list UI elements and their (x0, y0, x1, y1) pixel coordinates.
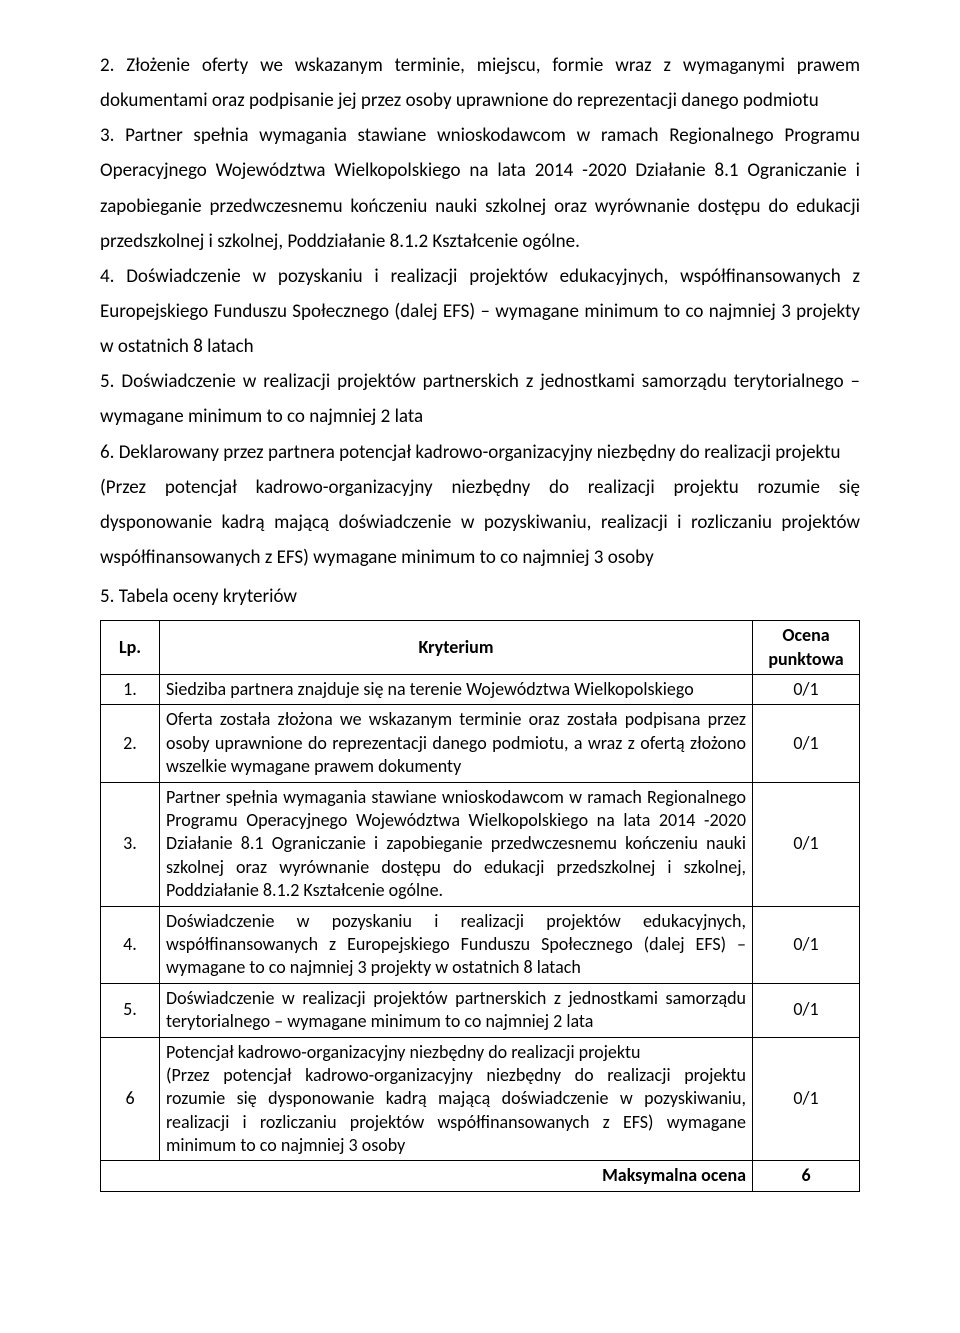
table-header-row: Lp. Kryterium Ocena punktowa (101, 621, 860, 675)
table-row: 4. Doświadczenie w pozyskaniu i realizac… (101, 906, 860, 983)
max-label: Maksymalna ocena (101, 1161, 753, 1191)
body-paragraphs: 2. Złożenie oferty we wskazanym terminie… (100, 48, 860, 575)
paragraph-2: 2. Złożenie oferty we wskazanym terminie… (100, 48, 860, 118)
cell-score: 0/1 (753, 983, 860, 1037)
paragraph-4: 4. Doświadczenie w pozyskaniu i realizac… (100, 259, 860, 364)
cell-score: 0/1 (753, 906, 860, 983)
cell-kryterium: Partner spełnia wymagania stawiane wnios… (160, 782, 753, 906)
header-lp: Lp. (101, 621, 160, 675)
cell-score: 0/1 (753, 782, 860, 906)
header-kryterium: Kryterium (160, 621, 753, 675)
document-page: 2. Złożenie oferty we wskazanym terminie… (0, 0, 960, 1333)
cell-lp: 5. (101, 983, 160, 1037)
table-row: 2. Oferta została złożona we wskazanym t… (101, 705, 860, 782)
table-row: 1. Siedziba partnera znajduje się na ter… (101, 675, 860, 705)
table-heading: 5. Tabela oceny kryteriów (100, 579, 860, 614)
cell-lp: 4. (101, 906, 160, 983)
table-row: 3. Partner spełnia wymagania stawiane wn… (101, 782, 860, 906)
table-row: 5. Doświadczenie w realizacji projektów … (101, 983, 860, 1037)
cell-lp: 6 (101, 1037, 160, 1161)
cell-kryterium: Doświadczenie w realizacji projektów par… (160, 983, 753, 1037)
criteria-table: Lp. Kryterium Ocena punktowa 1. Siedziba… (100, 620, 860, 1192)
table-row: 6 Potencjał kadrowo-organizacyjny niezbę… (101, 1037, 860, 1161)
cell-lp: 3. (101, 782, 160, 906)
header-ocena: Ocena punktowa (753, 621, 860, 675)
cell-score: 0/1 (753, 675, 860, 705)
cell-lp: 2. (101, 705, 160, 782)
cell-kryterium: Oferta została złożona we wskazanym term… (160, 705, 753, 782)
paragraph-3: 3. Partner spełnia wymagania stawiane wn… (100, 118, 860, 259)
paragraph-6: 6. Deklarowany przez partnera potencjał … (100, 435, 860, 470)
paragraph-6b: (Przez potencjał kadrowo-organizacyjny n… (100, 470, 860, 575)
cell-score: 0/1 (753, 1037, 860, 1161)
max-score: 6 (753, 1161, 860, 1191)
paragraph-5: 5. Doświadczenie w realizacji projektów … (100, 364, 860, 434)
cell-kryterium: Doświadczenie w pozyskaniu i realizacji … (160, 906, 753, 983)
cell-lp: 1. (101, 675, 160, 705)
cell-kryterium: Potencjał kadrowo-organizacyjny niezbędn… (160, 1037, 753, 1161)
table-max-row: Maksymalna ocena 6 (101, 1161, 860, 1191)
cell-kryterium: Siedziba partnera znajduje się na tereni… (160, 675, 753, 705)
cell-score: 0/1 (753, 705, 860, 782)
